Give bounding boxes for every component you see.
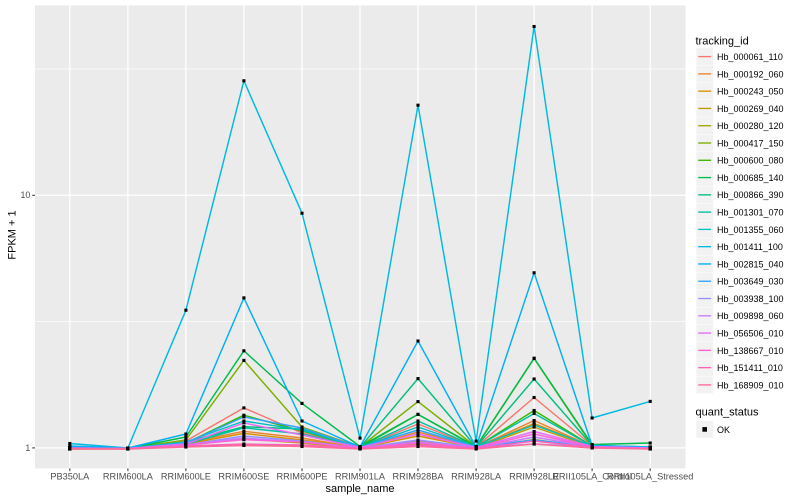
svg-text:Hb_138667_010: Hb_138667_010 — [717, 346, 784, 356]
svg-text:RRIM928LE: RRIM928LE — [509, 472, 559, 482]
svg-text:Hb_000280_120: Hb_000280_120 — [717, 121, 784, 131]
svg-text:RRIM928BA: RRIM928BA — [392, 472, 444, 482]
svg-text:tracking_id: tracking_id — [696, 36, 749, 48]
svg-text:Hb_000269_040: Hb_000269_040 — [717, 104, 784, 114]
svg-text:Hb_056506_010: Hb_056506_010 — [717, 328, 784, 338]
svg-text:OK: OK — [717, 425, 730, 435]
svg-text:Hb_000600_080: Hb_000600_080 — [717, 156, 784, 166]
svg-text:Hb_003649_030: Hb_003649_030 — [717, 277, 784, 287]
svg-text:RRIM901LA: RRIM901LA — [335, 472, 386, 482]
svg-text:Hb_003938_100: Hb_003938_100 — [717, 294, 784, 304]
svg-text:Hb_001411_100: Hb_001411_100 — [717, 242, 783, 252]
svg-text:RRII105LA_Control: RRII105LA_Control — [552, 472, 632, 482]
svg-text:Hb_151411_010: Hb_151411_010 — [717, 363, 783, 373]
svg-text:Hb_000192_060: Hb_000192_060 — [717, 69, 784, 79]
svg-text:RRIM600LE: RRIM600LE — [161, 472, 211, 482]
svg-text:Hb_000866_390: Hb_000866_390 — [717, 190, 784, 200]
svg-text:Hb_002815_040: Hb_002815_040 — [717, 259, 784, 269]
svg-text:RRIM600PE: RRIM600PE — [276, 472, 327, 482]
svg-text:RRIM600LA: RRIM600LA — [103, 472, 154, 482]
svg-text:1: 1 — [25, 443, 30, 453]
svg-text:Hb_001301_070: Hb_001301_070 — [717, 208, 784, 218]
svg-text:sample_name: sample_name — [325, 483, 394, 495]
svg-text:Hb_168909_010: Hb_168909_010 — [717, 380, 784, 390]
svg-text:10: 10 — [21, 190, 31, 200]
svg-text:PB350LA: PB350LA — [50, 472, 90, 482]
svg-text:Hb_000061_110: Hb_000061_110 — [717, 52, 783, 62]
svg-text:Hb_001355_060: Hb_001355_060 — [717, 225, 784, 235]
svg-text:quant_status: quant_status — [696, 407, 759, 419]
svg-text:Hb_009898_060: Hb_009898_060 — [717, 311, 784, 321]
svg-text:FPKM + 1: FPKM + 1 — [6, 210, 18, 259]
svg-text:RRIM600SE: RRIM600SE — [218, 472, 269, 482]
svg-text:RRIM928LA: RRIM928LA — [451, 472, 502, 482]
svg-text:Hb_000685_140: Hb_000685_140 — [717, 173, 784, 183]
svg-text:Hb_000243_050: Hb_000243_050 — [717, 87, 784, 97]
svg-text:RRII105LA_Stressed: RRII105LA_Stressed — [607, 472, 693, 482]
svg-text:Hb_000417_150: Hb_000417_150 — [717, 138, 784, 148]
